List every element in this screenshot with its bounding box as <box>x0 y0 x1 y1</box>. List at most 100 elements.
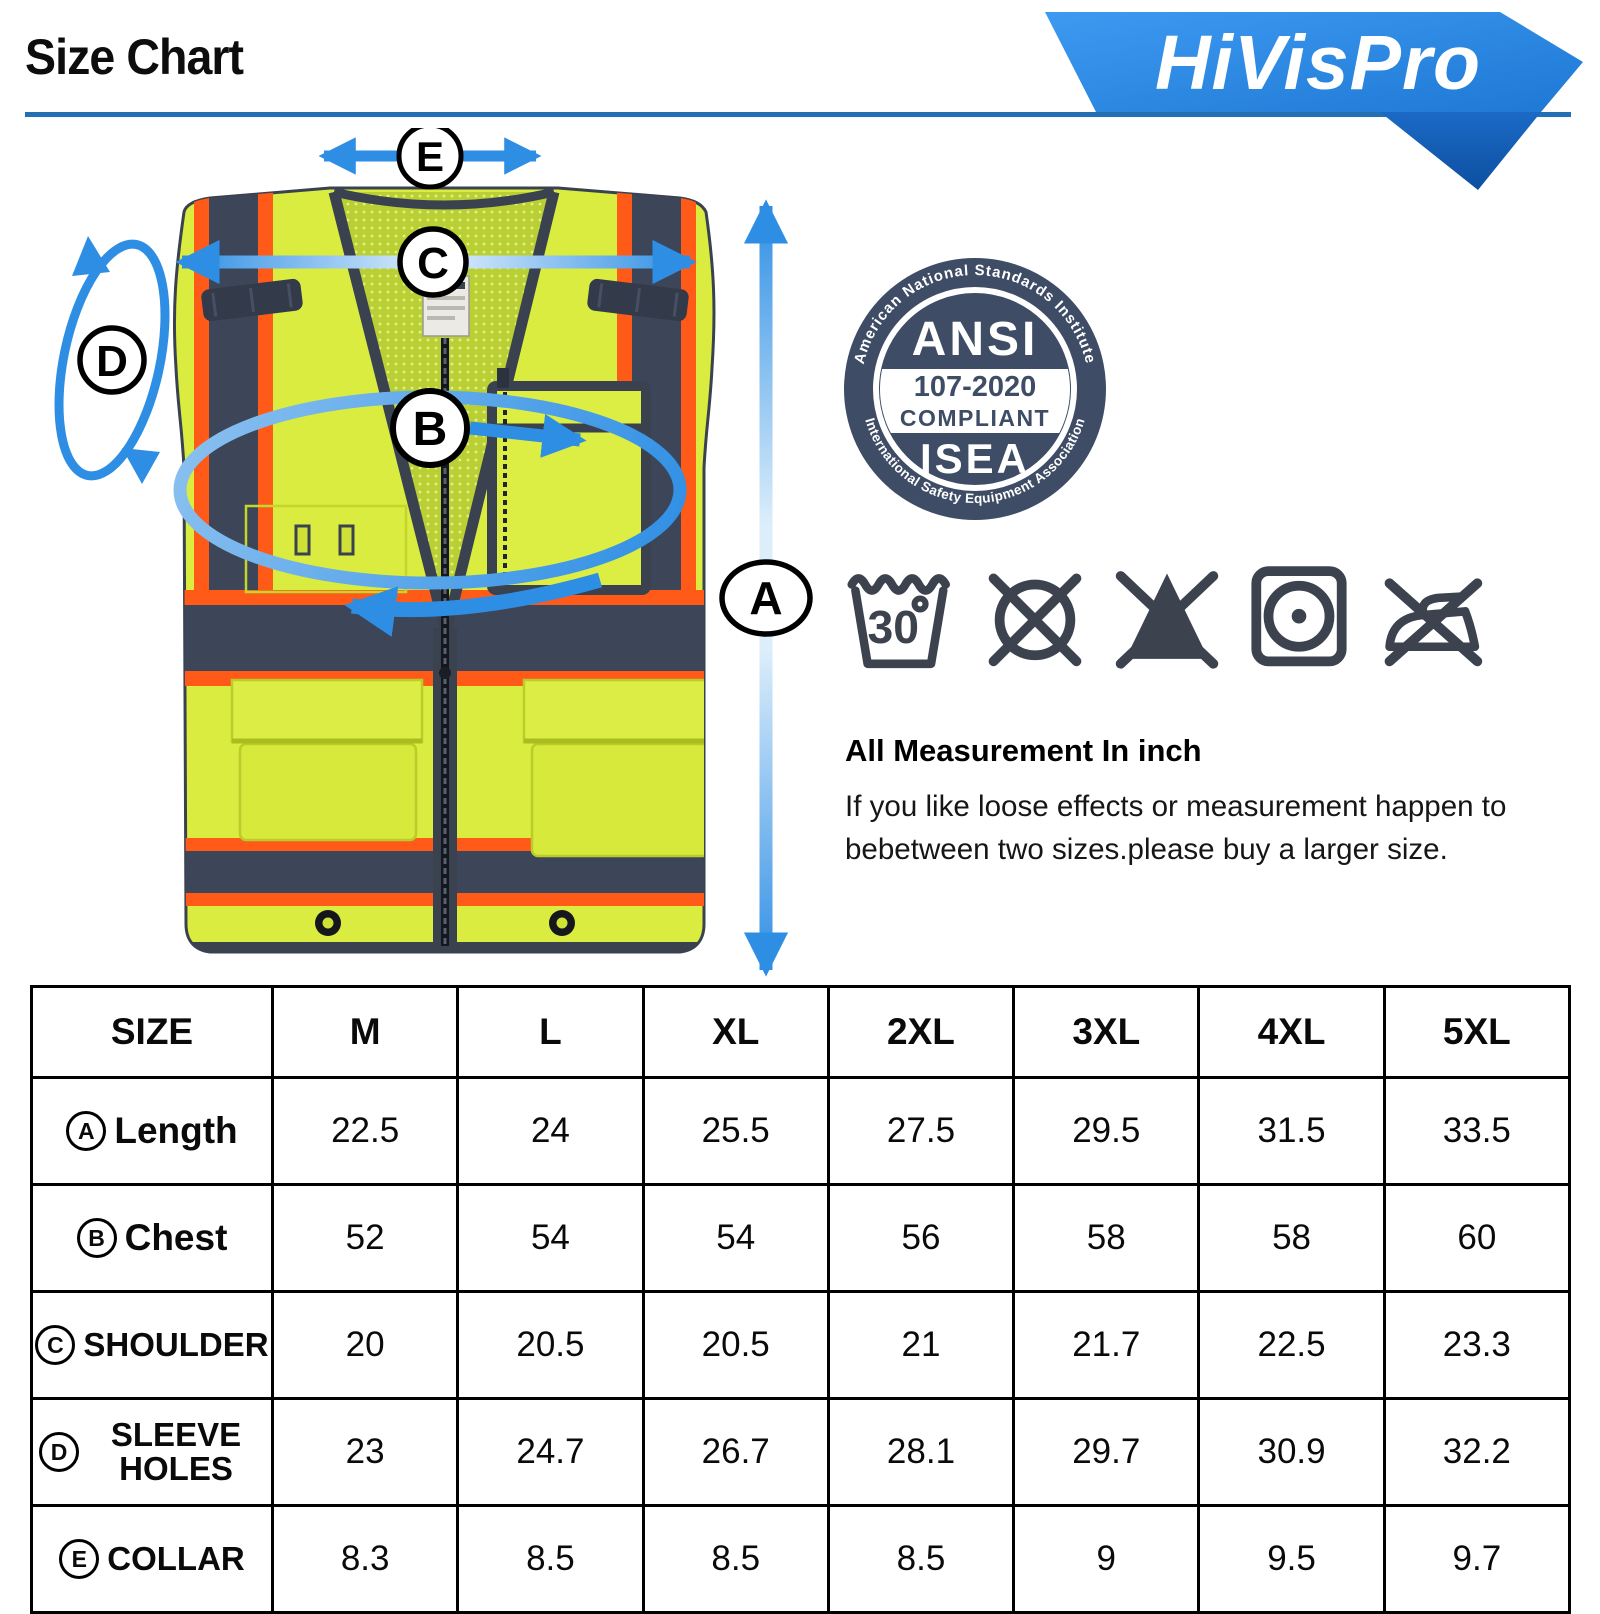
size-table: SIZE M L XL 2XL 3XL 4XL 5XL A Length 22.5 24 25.5 27.… <box>30 985 1572 1614</box>
shoulder-tab-left <box>201 278 303 322</box>
table-row-chest: B Chest 52 54 54 56 58 58 60 <box>30 1183 1572 1293</box>
row-letter-badge: A <box>66 1111 107 1151</box>
size-value: 21 <box>826 1290 1016 1400</box>
back-collar <box>332 187 556 210</box>
svg-text:C: C <box>417 239 449 288</box>
size-value: 20.5 <box>641 1290 830 1400</box>
size-value: 58 <box>1197 1183 1386 1293</box>
size-value: 8.3 <box>270 1504 460 1614</box>
size-value: 30.9 <box>1197 1397 1386 1507</box>
table-row-sleeve-holes: D SLEEVE HOLES 23 24.7 26.7 28.1 29.7 30.9 32.2 <box>30 1397 1572 1507</box>
measurement-note-title: All Measurement In inch <box>845 733 1202 768</box>
safety-vest-illustration <box>172 186 716 954</box>
row-letter-badge: C <box>35 1325 76 1365</box>
size-value: 20 <box>270 1290 460 1400</box>
col-header-xl: XL <box>641 985 830 1079</box>
size-value: 22.5 <box>270 1076 460 1186</box>
measure-ellipse-D <box>54 236 170 484</box>
table-row-shoulder: C SHOULDER 20 20.5 20.5 21 21.7 22.5 23.3 <box>30 1290 1572 1400</box>
zipper-pull <box>439 667 451 679</box>
size-value: 21.7 <box>1012 1290 1201 1400</box>
col-header-3xl: 3XL <box>1012 985 1201 1079</box>
size-value: 26.7 <box>641 1397 830 1507</box>
size-value: 25.5 <box>641 1076 830 1186</box>
cargo-pocket-right <box>522 678 714 858</box>
row-label-cell: D SLEEVE HOLES <box>30 1397 274 1507</box>
row-letter-badge: D <box>39 1432 79 1472</box>
brand-logo: HiVisPro <box>1045 12 1583 190</box>
size-value: 24.7 <box>456 1397 645 1507</box>
title-underline <box>25 112 1571 117</box>
size-value: 28.1 <box>826 1397 1016 1507</box>
vest-measurement-diagram: E C B D A <box>54 128 813 977</box>
size-value: 8.5 <box>826 1504 1016 1614</box>
row-label: COLLAR <box>107 1540 245 1578</box>
badge-ansi: ANSI <box>912 313 1039 366</box>
size-value: 60 <box>1382 1183 1572 1293</box>
row-letter-badge: B <box>76 1218 117 1258</box>
size-value: 32.2 <box>1382 1397 1572 1507</box>
do-not-bleach-icon <box>1115 571 1219 669</box>
label-D: D <box>77 325 147 395</box>
size-value: 33.5 <box>1382 1076 1572 1186</box>
size-value: 27.5 <box>826 1076 1016 1186</box>
badge-compliant: COMPLIANT <box>900 405 1050 431</box>
row-label: SHOULDER <box>83 1326 269 1364</box>
wash-30-icon: 30 <box>847 574 950 669</box>
row-label-cell: B Chest <box>30 1183 274 1293</box>
size-value: 23.3 <box>1382 1290 1572 1400</box>
size-value: 22.5 <box>1197 1290 1386 1400</box>
logo-banner <box>1045 12 1583 112</box>
table-row-length: A Length 22.5 24 25.5 27.5 29.5 31.5 33.5 <box>30 1076 1572 1186</box>
measurement-note-body: If you like loose effects or measurement… <box>845 790 1507 866</box>
page-title: Size Chart <box>25 29 244 85</box>
svg-text:B: B <box>413 403 448 456</box>
svg-text:A: A <box>749 572 782 624</box>
do-not-dry-clean-icon <box>988 573 1082 667</box>
col-header-l: L <box>456 985 645 1079</box>
size-value: 29.5 <box>1012 1076 1201 1186</box>
size-value: 9.7 <box>1382 1504 1572 1614</box>
svg-text:E: E <box>416 133 444 180</box>
tumble-dry-icon <box>1251 566 1347 667</box>
label-C: C <box>397 226 469 298</box>
size-value: 23 <box>270 1397 460 1507</box>
svg-text:D: D <box>96 337 128 386</box>
row-label: SLEEVE HOLES <box>110 1416 242 1487</box>
size-value: 56 <box>826 1183 1016 1293</box>
ansi-isea-badge: American National Standards Institute In… <box>844 258 1106 520</box>
size-value: 31.5 <box>1197 1076 1386 1186</box>
size-value: 20.5 <box>456 1290 645 1400</box>
row-letter-badge: E <box>59 1539 100 1579</box>
row-label: Chest <box>124 1217 228 1259</box>
size-value: 54 <box>641 1183 830 1293</box>
do-not-iron-icon <box>1384 578 1483 667</box>
col-header-4xl: 4XL <box>1197 985 1386 1079</box>
size-value: 54 <box>456 1183 645 1293</box>
col-header-size: SIZE <box>30 985 274 1079</box>
row-label-cell: C SHOULDER <box>30 1290 274 1400</box>
shoulder-tab-right <box>587 278 689 322</box>
care-icons-row: 30 <box>842 550 1492 680</box>
label-E: E <box>396 128 464 190</box>
col-header-2xl: 2XL <box>826 985 1016 1079</box>
label-A: A <box>719 559 813 637</box>
size-value: 9.5 <box>1197 1504 1386 1614</box>
svg-text:30: 30 <box>867 601 919 653</box>
row-label-cell: E COLLAR <box>30 1504 274 1614</box>
row-label-cell: A Length <box>30 1076 274 1186</box>
size-value: 8.5 <box>456 1504 645 1614</box>
cargo-pocket-left <box>230 678 424 842</box>
size-value: 9 <box>1012 1504 1201 1614</box>
table-row-collar: E COLLAR 8.3 8.5 8.5 8.5 9 9.5 9.7 <box>30 1504 1572 1614</box>
badge-code: 107-2020 <box>914 371 1037 403</box>
size-value: 29.7 <box>1012 1397 1201 1507</box>
grommet-left <box>315 910 341 936</box>
size-table-header-row: SIZE M L XL 2XL 3XL 4XL 5XL <box>30 985 1572 1079</box>
badge-isea: ISEA <box>920 435 1030 482</box>
size-value: 24 <box>456 1076 645 1186</box>
size-value: 52 <box>270 1183 460 1293</box>
logo-fold <box>1380 112 1541 190</box>
logo-text: HiVisPro <box>1155 20 1481 106</box>
col-header-m: M <box>270 985 460 1079</box>
